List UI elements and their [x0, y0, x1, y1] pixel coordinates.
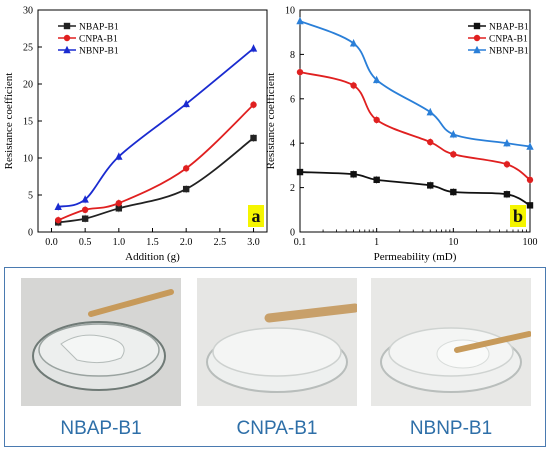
- legend-marker: [473, 22, 481, 30]
- y-tick-label: 10: [23, 154, 33, 165]
- data-point-nbnp-b1: [349, 39, 358, 47]
- y-tick-label: 2: [290, 183, 295, 194]
- x-tick-label: 2.5: [214, 237, 227, 248]
- panel-label-bg: [248, 205, 264, 227]
- legend-label-nbap-b1: NBAP-B1: [489, 23, 529, 33]
- plot-frame: [37, 9, 268, 233]
- data-point-nbap-b1: [526, 202, 534, 209]
- data-point-nbap-b1: [81, 215, 89, 222]
- data-point-cnpa-b1: [81, 206, 89, 213]
- data-point-nbnp-b1: [503, 139, 511, 147]
- y-axis-label: Resistance coefficient: [265, 73, 277, 170]
- data-point-nbap-b1: [296, 168, 304, 176]
- photo-caption-nbap-b1: NBAP-B1: [60, 418, 142, 439]
- data-point-cnpa-b1: [55, 216, 62, 224]
- legend-marker: [63, 34, 71, 42]
- data-point-nbnp-b1: [296, 16, 304, 25]
- data-point-nbnp-b1: [115, 152, 123, 160]
- data-point-nbnp-b1: [449, 130, 458, 138]
- data-point-nbnp-b1: [182, 99, 190, 108]
- x-tick-label: 1.5: [146, 237, 159, 248]
- data-point-nbap-b1: [450, 188, 457, 196]
- legend-marker: [63, 22, 71, 30]
- data-point-nbap-b1: [373, 176, 380, 184]
- y-tick-label: 30: [23, 6, 33, 17]
- photo-panel: NBAP-B1 CNPA-B1 NBNP-B1: [4, 267, 546, 447]
- x-tick-label: 100: [523, 237, 538, 248]
- y-axis-label: Resistance coefficient: [3, 73, 15, 170]
- data-point-nbnp-b1: [249, 44, 258, 52]
- x-tick-label: 2.0: [180, 237, 193, 248]
- panel-label: b: [513, 206, 523, 226]
- legend-marker: [63, 45, 71, 54]
- data-point-cnpa-b1: [182, 165, 190, 172]
- data-point-cnpa-b1: [503, 161, 511, 168]
- data-point-nbnp-b1: [372, 75, 381, 84]
- panel-label: a: [252, 206, 261, 226]
- data-point-nbnp-b1: [81, 195, 89, 203]
- legend-marker: [473, 45, 481, 54]
- photo-caption-nbnp-b1: NBNP-B1: [409, 418, 493, 439]
- series-line-cnpa-b1: [299, 71, 531, 181]
- data-point-nbap-b1: [427, 182, 434, 189]
- legend-label-nbnp-b1: NBNP-B1: [79, 47, 119, 57]
- data-point-cnpa-b1: [373, 116, 380, 124]
- x-tick-label: 3.0: [247, 237, 260, 248]
- data-point-cnpa-b1: [450, 151, 457, 158]
- data-point-cnpa-b1: [296, 68, 304, 76]
- photo-nbap-b1: [21, 278, 181, 406]
- y-tick-label: 0: [28, 228, 33, 239]
- data-point-nbnp-b1: [54, 202, 62, 211]
- series-line-nbap-b1: [299, 171, 531, 207]
- x-tick-label: 0.1: [294, 237, 307, 248]
- legend-label-cnpa-b1: CNPA-B1: [489, 35, 528, 45]
- photo-cnpa-b1: [197, 278, 357, 406]
- x-tick-label: 10: [448, 237, 458, 248]
- y-tick-label: 15: [23, 117, 33, 128]
- photo-caption-cnpa-b1: CNPA-B1: [236, 418, 318, 439]
- panel-label-bg: [510, 205, 526, 227]
- y-tick-label: 10: [285, 6, 295, 17]
- data-point-nbnp-b1: [426, 107, 434, 116]
- data-point-nbap-b1: [350, 171, 357, 178]
- data-point-cnpa-b1: [526, 176, 534, 184]
- chart-a: 0 5 10 15 20 25 30 0.0 0.5 1.0 1.5 2.0 2.5 3.0 Additio…: [3, 6, 268, 263]
- data-point-cnpa-b1: [115, 199, 123, 207]
- data-point-cnpa-b1: [350, 82, 357, 89]
- y-tick-label: 4: [290, 139, 295, 150]
- photo-nbnp-b1: [371, 278, 531, 406]
- x-tick-label: 0.5: [79, 237, 92, 248]
- series-line-cnpa-b1: [57, 104, 255, 221]
- data-point-nbap-b1: [503, 191, 511, 198]
- x-tick-label: 0.0: [45, 237, 58, 248]
- plot-frame: [299, 9, 531, 233]
- y-tick-label: 8: [290, 50, 295, 61]
- legend-label-nbnp-b1: NBNP-B1: [489, 47, 529, 57]
- data-point-cnpa-b1: [250, 101, 257, 108]
- y-tick-label: 0: [290, 228, 295, 239]
- data-point-nbnp-b1: [526, 142, 534, 150]
- series-line-nbnp-b1: [57, 47, 255, 208]
- y-tick-label: 25: [23, 43, 33, 54]
- x-tick-label: 1.0: [113, 237, 126, 248]
- x-tick-label: 1: [374, 237, 379, 248]
- y-tick-label: 5: [28, 191, 33, 202]
- y-tick-label: 6: [290, 94, 295, 105]
- data-point-nbap-b1: [250, 134, 257, 142]
- y-tick-label: 20: [23, 80, 33, 91]
- legend-label-nbap-b1: NBAP-B1: [79, 23, 119, 33]
- data-point-cnpa-b1: [427, 138, 434, 146]
- legend-marker: [473, 34, 481, 42]
- legend-label-cnpa-b1: CNPA-B1: [79, 35, 118, 45]
- data-point-nbap-b1: [115, 205, 123, 212]
- x-axis-label: Addition (g): [125, 251, 180, 263]
- x-axis-label: Permeability (mD): [374, 251, 457, 263]
- data-point-nbap-b1: [182, 185, 190, 193]
- chart-b: 0 2 4 6 8 10 0.1 1 10 100 Permeability (mD) Resista…: [265, 6, 538, 264]
